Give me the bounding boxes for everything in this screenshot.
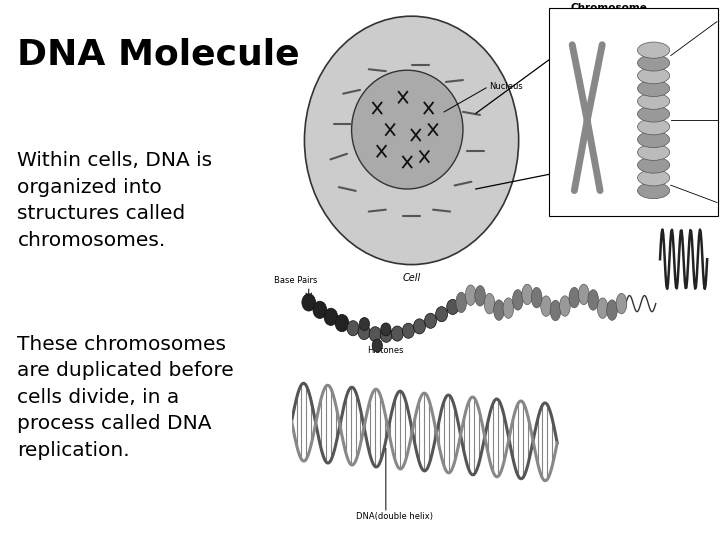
Ellipse shape bbox=[456, 292, 467, 313]
Ellipse shape bbox=[637, 131, 670, 147]
Ellipse shape bbox=[616, 293, 627, 314]
Ellipse shape bbox=[541, 296, 552, 316]
Ellipse shape bbox=[637, 144, 670, 160]
Ellipse shape bbox=[637, 157, 670, 173]
Ellipse shape bbox=[588, 289, 598, 310]
Ellipse shape bbox=[494, 300, 504, 320]
Ellipse shape bbox=[513, 289, 523, 310]
Ellipse shape bbox=[503, 298, 514, 319]
Circle shape bbox=[413, 319, 426, 334]
Ellipse shape bbox=[305, 16, 518, 265]
Circle shape bbox=[402, 323, 415, 338]
Circle shape bbox=[313, 301, 327, 319]
Ellipse shape bbox=[569, 287, 580, 308]
Ellipse shape bbox=[522, 284, 533, 305]
Text: Base Pairs: Base Pairs bbox=[274, 276, 318, 285]
Circle shape bbox=[324, 308, 338, 326]
Ellipse shape bbox=[598, 298, 608, 319]
Ellipse shape bbox=[484, 293, 495, 314]
Text: Histones: Histones bbox=[368, 346, 404, 355]
Ellipse shape bbox=[637, 55, 670, 71]
Text: Chromosome: Chromosome bbox=[570, 3, 647, 13]
Ellipse shape bbox=[637, 68, 670, 84]
Ellipse shape bbox=[559, 296, 570, 316]
Ellipse shape bbox=[578, 284, 589, 305]
Ellipse shape bbox=[637, 170, 670, 186]
Ellipse shape bbox=[637, 80, 670, 97]
Circle shape bbox=[425, 313, 436, 328]
Circle shape bbox=[380, 327, 392, 342]
Ellipse shape bbox=[550, 300, 561, 321]
Text: DNA(double helix): DNA(double helix) bbox=[356, 512, 433, 521]
Circle shape bbox=[446, 299, 459, 314]
Circle shape bbox=[359, 318, 369, 330]
Ellipse shape bbox=[637, 93, 670, 109]
Circle shape bbox=[358, 325, 370, 340]
Text: Chromatid: Chromatid bbox=[572, 11, 608, 17]
Circle shape bbox=[391, 326, 403, 341]
Text: Nucleus: Nucleus bbox=[489, 82, 523, 91]
Circle shape bbox=[347, 321, 359, 336]
Circle shape bbox=[302, 294, 315, 311]
Text: Telomere: Telomere bbox=[688, 199, 719, 206]
Ellipse shape bbox=[465, 285, 476, 306]
Ellipse shape bbox=[637, 183, 670, 199]
Text: DNA Molecule: DNA Molecule bbox=[17, 38, 300, 72]
Text: Within cells, DNA is
organized into
structures called
chromosomes.: Within cells, DNA is organized into stru… bbox=[17, 151, 212, 249]
Circle shape bbox=[436, 307, 448, 322]
Ellipse shape bbox=[607, 300, 617, 320]
Ellipse shape bbox=[531, 287, 542, 308]
Ellipse shape bbox=[351, 70, 463, 189]
Ellipse shape bbox=[637, 119, 670, 135]
Circle shape bbox=[372, 339, 382, 352]
Text: Telomere: Telomere bbox=[688, 18, 719, 25]
Text: These chromosomes
are duplicated before
cells divide, in a
process called DNA
re: These chromosomes are duplicated before … bbox=[17, 335, 234, 460]
Circle shape bbox=[369, 327, 381, 342]
Ellipse shape bbox=[637, 106, 670, 122]
Circle shape bbox=[381, 323, 391, 336]
Text: Chromatic: Chromatic bbox=[645, 11, 681, 17]
Ellipse shape bbox=[637, 42, 670, 58]
Ellipse shape bbox=[474, 286, 485, 306]
Text: Cell: Cell bbox=[402, 273, 420, 283]
Bar bbox=[549, 8, 718, 216]
Text: Centromere: Centromere bbox=[678, 117, 719, 123]
Circle shape bbox=[335, 314, 348, 332]
